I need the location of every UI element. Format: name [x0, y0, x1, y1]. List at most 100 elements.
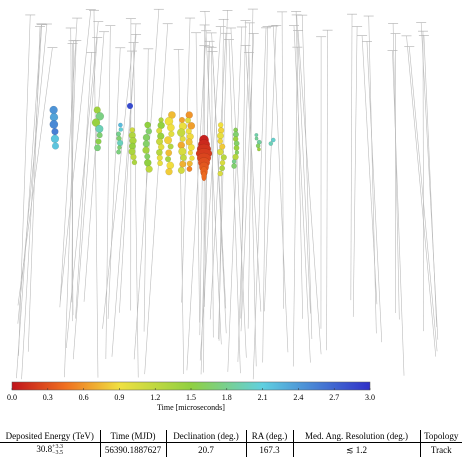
hit-dom [144, 159, 151, 166]
string [60, 10, 91, 302]
hit-dom [143, 134, 150, 141]
hit-dom [217, 133, 223, 139]
hit-dom [131, 154, 137, 160]
colorbar-tick-label: 0.9 [114, 393, 124, 402]
colorbar-tick-label: 0.6 [79, 393, 89, 402]
hit-dom [117, 140, 123, 146]
string [19, 15, 31, 356]
colorbar-tick-label: 3.0 [365, 393, 375, 402]
hit-dom [178, 148, 186, 156]
string [84, 32, 104, 302]
hit-dom [189, 156, 194, 161]
string [282, 12, 283, 309]
hit-dom [220, 144, 226, 150]
string [76, 52, 92, 318]
cell: Track [420, 443, 462, 458]
colorbar-tick-label: 0.0 [7, 393, 17, 402]
event-table: Deposited Energy (TeV) Time (MJD) Declin… [0, 430, 462, 457]
string [196, 33, 199, 323]
string [293, 47, 297, 366]
string [294, 26, 310, 363]
colorbar-tick-label: 1.2 [150, 393, 160, 402]
hit-dom [271, 138, 275, 142]
cell: 20.7 [166, 443, 246, 458]
hit-dom [166, 168, 173, 175]
hit-dom [219, 166, 224, 171]
hit-dom [130, 127, 135, 132]
hit-dom [96, 139, 102, 145]
hit-dom [117, 145, 121, 149]
hit-dom [202, 171, 207, 181]
string [134, 42, 139, 377]
hit-dom [180, 136, 186, 142]
string [108, 48, 120, 319]
hit-dom [144, 154, 150, 160]
string [424, 35, 437, 326]
string [392, 51, 404, 376]
hit-dom [218, 122, 223, 127]
hit-dom [221, 155, 227, 161]
hit-dom [256, 144, 260, 148]
hit-dom [269, 142, 273, 146]
string [112, 34, 136, 356]
hit-dom [255, 133, 259, 137]
string [18, 24, 47, 324]
hit-dom [164, 136, 172, 144]
hit-dom [234, 145, 239, 150]
colorbar-tick-label: 2.1 [258, 393, 268, 402]
hit-dom [220, 160, 225, 165]
string [229, 40, 240, 374]
hit-dom [167, 124, 174, 131]
hit-dom [231, 163, 236, 168]
string [179, 50, 184, 374]
string [64, 41, 76, 378]
hit-dom [156, 149, 162, 155]
hit-dom [233, 154, 239, 160]
header: Time (MJD) [100, 430, 166, 443]
hit-dom [218, 171, 223, 176]
string [94, 10, 98, 377]
hit-dom [179, 117, 185, 123]
hit-dom [129, 148, 136, 155]
string [264, 25, 276, 311]
colorbar-tick-label: 1.5 [186, 393, 196, 402]
hit-dom [188, 150, 193, 155]
hit-dom [94, 145, 100, 151]
hit-dom [157, 155, 163, 161]
cell: 30.8+3.3−3.5 [0, 443, 100, 458]
string [362, 36, 377, 305]
hit-dom [257, 148, 260, 151]
header: Topology [420, 430, 462, 443]
colorbar-tick-label: 2.4 [293, 393, 303, 402]
colorbar-tick-label: 1.8 [222, 393, 232, 402]
energy: 30.8 [36, 444, 52, 454]
hit-dom [166, 150, 172, 156]
hit-dom [116, 132, 121, 137]
hit-dom [50, 106, 58, 114]
cell: ≲ 1.2 [293, 443, 420, 458]
string [353, 27, 357, 317]
hit-dom [177, 129, 185, 137]
hit-dom [50, 113, 58, 121]
hit-dom [145, 122, 151, 128]
hit-dom [167, 162, 174, 169]
string [327, 30, 328, 350]
hit-dom [132, 160, 137, 165]
hit-dom [255, 137, 258, 140]
hit-dom [146, 166, 153, 173]
cell: 167.3 [246, 443, 293, 458]
header: Declination (deg.) [166, 430, 246, 443]
hit-dom [178, 167, 185, 174]
hit-dom [116, 150, 121, 155]
hit-dom [187, 161, 193, 167]
hit-dom [168, 131, 174, 137]
colorbar-label: Time [microseconds] [157, 403, 225, 412]
hit-dom [52, 128, 59, 135]
string [18, 48, 52, 306]
hit-dom [50, 120, 58, 128]
string [273, 26, 288, 352]
header: Med. Ang. Resolution (deg.) [293, 430, 420, 443]
header: Deposited Energy (TeV) [0, 430, 100, 443]
colorbar-tick-label: 2.7 [329, 393, 339, 402]
